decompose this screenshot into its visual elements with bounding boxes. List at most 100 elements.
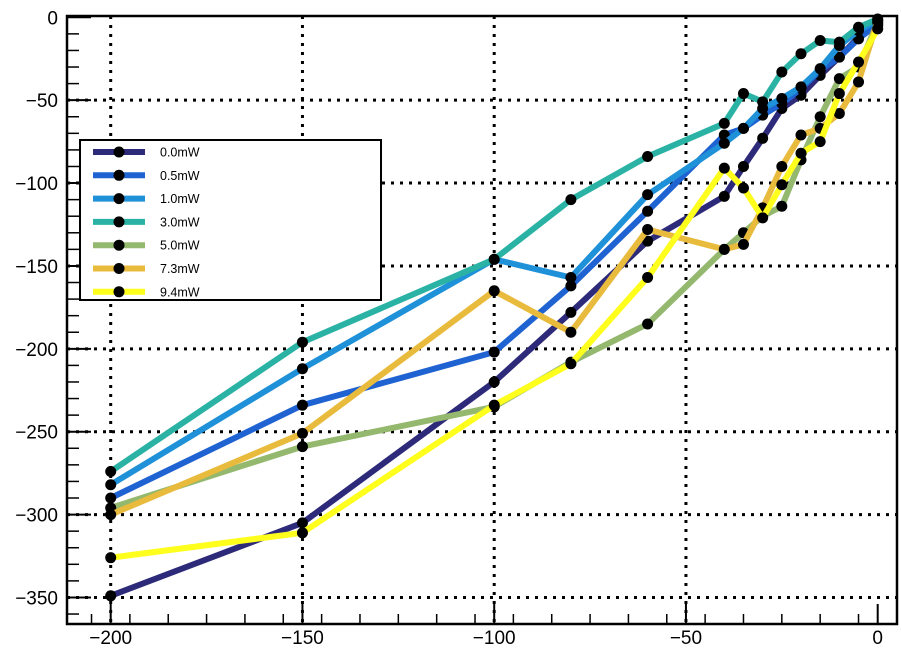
data-point [296,517,308,529]
legend-marker [113,239,125,251]
data-point [776,200,788,212]
data-point [737,122,749,134]
y-tick-label: −150 [15,257,58,278]
legend-marker [113,146,125,158]
data-point [757,132,769,144]
x-tick-label: −150 [281,628,324,649]
legend-entry: 1.0mW [93,192,200,206]
data-point [565,306,577,318]
data-point [795,48,807,60]
data-point [872,23,884,35]
data-point [296,527,308,539]
data-point [488,399,500,411]
axis-ticks: −200 −150 −100 −50 0 0 −50 −100 −150 −200 −250 −300… [15,8,898,649]
x-tick-label: −200 [89,628,132,649]
data-point [565,358,577,370]
legend-entry: 3.0mW [93,215,200,229]
data-point [833,51,845,63]
data-point [565,272,577,284]
data-point [296,336,308,348]
data-point [737,88,749,100]
data-point [642,151,654,163]
data-point [795,129,807,141]
y-tick-label: −100 [15,174,58,195]
data-point [853,76,865,88]
x-tick-label: −100 [473,628,516,649]
data-point [105,465,117,477]
data-point [718,117,730,129]
series-line [107,25,881,561]
data-point [814,136,826,148]
data-point [296,427,308,439]
series-lines [105,13,884,602]
data-point [718,162,730,174]
legend-label: 5.0mW [160,239,200,253]
y-tick-label: −250 [15,423,58,444]
data-point [296,441,308,453]
data-point [737,238,749,250]
legend-label: 1.0mW [160,192,200,206]
data-point [105,492,117,504]
data-point [642,235,654,247]
data-point [488,376,500,388]
data-point [833,107,845,119]
y-tick-label: −350 [15,588,58,609]
data-point [872,15,884,27]
data-point [565,280,577,292]
data-point [105,590,117,602]
legend: 0.0mW 0.5mW 1.0mW 3.0mW 5.0mW 7.3mW 9.4mW [79,139,382,301]
legend-label: 0.0mW [160,146,200,160]
data-point [488,346,500,358]
plot-frame [65,14,899,626]
data-point [757,212,769,224]
x-tick-label: 0 [872,628,883,649]
data-point [776,160,788,172]
data-point [737,160,749,172]
data-point [488,285,500,297]
x-tick-label: −50 [670,628,702,649]
legend-entry: 0.5mW [93,169,200,183]
data-point [488,253,500,265]
legend-label: 9.4mW [160,285,200,299]
legend-label: 3.0mW [160,215,200,229]
legend-marker [113,216,125,228]
data-point [833,36,845,48]
data-point [737,182,749,194]
data-point [833,73,845,85]
legend-marker [113,193,125,205]
data-point [718,137,730,149]
legend-entry: 0.0mW [93,146,200,160]
data-point [565,326,577,338]
data-point [642,189,654,201]
legend-marker [113,263,125,274]
data-point [795,81,807,93]
series-9.4mW [105,23,884,564]
data-point [757,96,769,108]
data-point [718,243,730,255]
data-point [814,35,826,47]
data-point [296,363,308,375]
data-point [853,56,865,68]
y-tick-label: −200 [15,340,58,361]
data-point [642,318,654,330]
data-point [105,552,117,564]
legend-marker [113,169,125,181]
data-point [776,66,788,78]
data-point [718,190,730,202]
data-point [105,479,117,491]
legend-entry: 7.3mW [93,262,200,276]
legend-label: 0.5mW [160,169,200,183]
y-tick-label: 0 [47,8,58,29]
data-point [853,21,865,33]
data-point [833,88,845,100]
data-point [642,223,654,235]
data-point [642,272,654,284]
data-point [776,93,788,105]
data-point [814,63,826,75]
legend-label: 7.3mW [160,262,200,276]
data-point [814,111,826,123]
data-point [565,194,577,206]
data-point [296,399,308,411]
legend-entry: 9.4mW [93,285,200,299]
